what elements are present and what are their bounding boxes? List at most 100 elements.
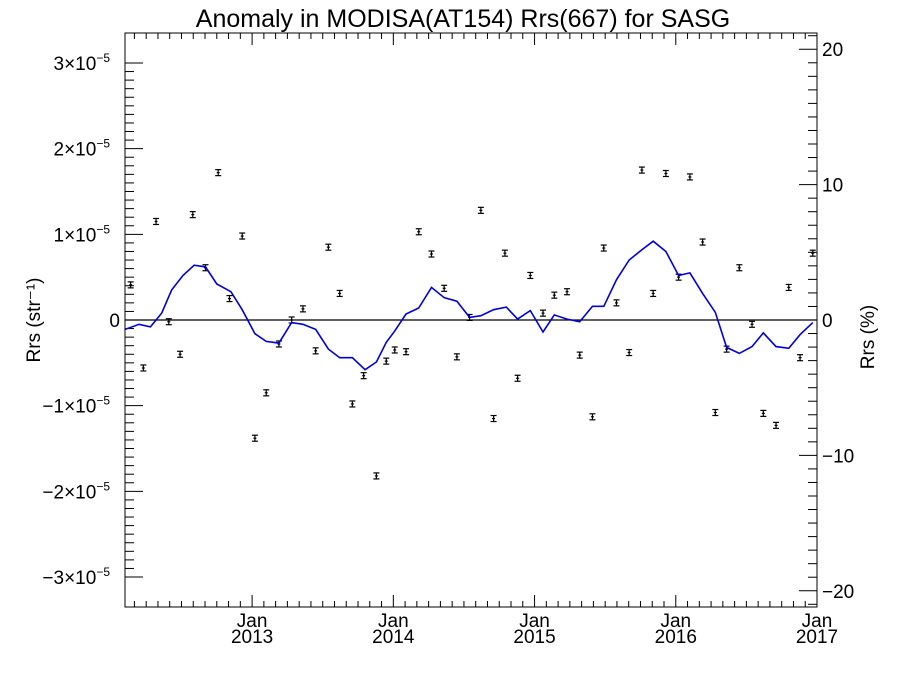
x-tick-label-month: Jan	[378, 611, 409, 632]
data-point	[626, 348, 633, 357]
tick-times-ten: ×10	[64, 568, 96, 589]
tick-exponent: −5	[96, 565, 110, 579]
tick-mantissa: −2	[42, 482, 64, 503]
data-point	[263, 389, 270, 397]
tick-exponent: −5	[96, 222, 110, 236]
y-right-tick-label: 20	[822, 40, 843, 61]
tick-times-ten: ×10	[64, 225, 96, 246]
x-tick-label-year: 2016	[655, 627, 697, 648]
data-point	[336, 289, 343, 298]
data-point	[153, 217, 160, 226]
data-point	[189, 211, 196, 219]
tick-exponent: −5	[96, 137, 110, 151]
y-left-tick-label: −3×10−5	[42, 565, 110, 589]
x-tick-label-month: Jan	[802, 611, 833, 632]
data-point	[415, 228, 422, 236]
tick-exponent: −5	[96, 51, 110, 65]
data-point	[215, 169, 222, 177]
data-point	[638, 166, 645, 174]
x-tick-label-year: 2014	[372, 627, 415, 648]
data-point	[428, 250, 435, 258]
data-point	[613, 299, 620, 307]
tick-exponent: −5	[96, 479, 110, 493]
tick-mantissa: −3	[42, 568, 64, 589]
data-point	[712, 408, 719, 417]
data-point	[177, 350, 184, 358]
data-point	[662, 169, 669, 178]
data-point	[809, 249, 816, 257]
data-point	[564, 288, 571, 296]
data-point	[773, 421, 780, 429]
y-right-tick-label: −10	[822, 446, 854, 467]
data-point	[349, 400, 356, 408]
data-point	[383, 357, 390, 365]
data-point	[749, 320, 756, 328]
data-point	[600, 244, 607, 252]
data-point	[540, 309, 547, 317]
data-point	[165, 318, 172, 326]
data-point	[226, 294, 233, 303]
data-point	[650, 289, 657, 298]
y-axis-left: 3×10−52×10−51×10−50−1×10−5−2×10−5−3×10−5	[42, 51, 143, 589]
data-point	[576, 351, 583, 359]
data-point	[797, 354, 804, 362]
tick-mantissa: 1	[54, 225, 65, 246]
x-tick-label-year: 2017	[796, 627, 838, 648]
y-axis-label-right: Rrs (%)	[858, 305, 879, 369]
data-point	[325, 243, 332, 251]
tick-times-ten: ×10	[64, 54, 96, 75]
data-point	[477, 206, 484, 214]
data-point	[453, 353, 460, 361]
anomaly-points	[127, 166, 816, 480]
data-point	[527, 271, 534, 280]
data-point	[441, 284, 448, 292]
data-point	[490, 414, 497, 423]
data-point	[239, 232, 246, 240]
data-point	[760, 409, 767, 417]
data-point	[551, 291, 558, 299]
y-right-tick-label: −20	[822, 582, 854, 603]
y-left-tick-label: 2×10−5	[54, 137, 111, 161]
x-tick-label-year: 2013	[231, 627, 273, 648]
y-axis-right: 20 10 0 −10 −20	[799, 35, 854, 605]
data-point	[514, 374, 521, 382]
y-left-tick-label: 3×10−5	[54, 51, 111, 75]
tick-mantissa: 2	[54, 140, 65, 161]
y-left-tick-label: −1×10−5	[42, 394, 110, 418]
y-left-tick-label: 0	[109, 311, 120, 332]
chart-title: Anomaly in MODISA(AT154) Rrs(667) for SA…	[196, 5, 730, 33]
y-left-tick-label: −2×10−5	[42, 479, 110, 503]
tick-mantissa: 3	[54, 54, 65, 75]
x-tick-label-year: 2015	[513, 627, 555, 648]
data-point	[391, 346, 398, 354]
smoothed-anomaly-line	[124, 240, 814, 371]
data-point	[501, 249, 508, 257]
data-point	[686, 173, 693, 181]
tick-exponent: −5	[96, 394, 110, 408]
tick-times-ten: ×10	[64, 140, 96, 161]
x-tick-label-month: Jan	[237, 611, 268, 632]
y-right-tick-label: 0	[822, 311, 833, 332]
data-point	[785, 283, 792, 292]
x-tick-label-month: Jan	[660, 611, 691, 632]
data-point	[403, 348, 410, 356]
data-point	[373, 472, 380, 480]
data-point	[299, 305, 306, 313]
data-point	[312, 347, 319, 355]
tick-times-ten: ×10	[64, 482, 96, 503]
tick-times-ten: ×10	[64, 397, 96, 418]
tick-mantissa: −1	[42, 397, 64, 418]
y-axis-label-left: Rrs (str⁻¹)	[24, 278, 45, 363]
y-right-tick-label: 10	[822, 176, 843, 197]
data-point	[736, 264, 743, 272]
x-tick-label-month: Jan	[519, 611, 550, 632]
data-point	[699, 238, 706, 246]
data-point	[360, 372, 367, 380]
y-left-tick-label: 1×10−5	[54, 222, 111, 246]
data-point	[589, 413, 596, 421]
data-point	[127, 281, 134, 289]
data-point	[140, 364, 147, 372]
data-point	[251, 434, 258, 442]
